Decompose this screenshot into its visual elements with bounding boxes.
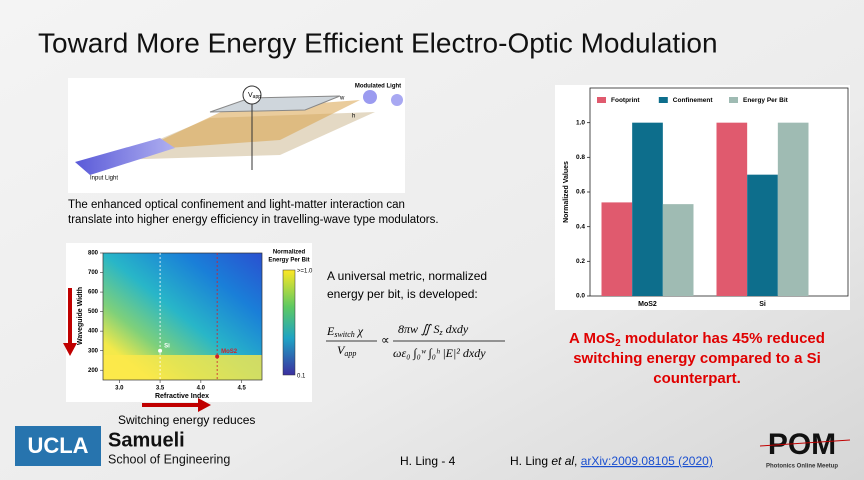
y-axis-label: Normalized Values xyxy=(563,161,570,223)
bar xyxy=(662,204,694,296)
ucla-logo-text: UCLA xyxy=(27,433,88,458)
bar xyxy=(747,174,778,296)
point xyxy=(158,348,163,353)
bar xyxy=(716,122,748,297)
x-tick-label: 4.5 xyxy=(237,386,246,392)
x-tick-label: 3.5 xyxy=(156,386,165,392)
x-tick-label: 3.0 xyxy=(115,386,124,392)
legend-swatch xyxy=(597,97,606,103)
electrode xyxy=(209,95,341,113)
device-figure: Vapp Modulated Light Input Light w h xyxy=(68,78,405,193)
school-subname: School of Engineering xyxy=(108,452,230,466)
x-tick-label: MoS2 xyxy=(638,301,657,308)
colorbar-label: >=1.0 xyxy=(297,269,313,275)
slide-title: Toward More Energy Efficient Electro-Opt… xyxy=(38,27,718,58)
arrow-head xyxy=(198,398,211,412)
y-tick-label: 700 xyxy=(88,270,99,276)
y-tick-label: 200 xyxy=(88,368,99,374)
heatmap-band xyxy=(103,355,262,380)
metric-text: A universal metric, normalized xyxy=(327,269,487,283)
point-label: Si xyxy=(164,343,170,349)
legend-swatch xyxy=(658,97,668,103)
switching-caption: Switching energy reduces xyxy=(118,413,255,427)
metric-text: energy per bit, is developed: xyxy=(327,287,478,301)
colorbar-label: 0.1 xyxy=(297,374,306,380)
conclusion-line: switching energy compared to a Si xyxy=(573,350,821,367)
y-axis-label: Waveguide Width xyxy=(77,287,84,345)
bar xyxy=(601,202,633,296)
input-label: Input Light xyxy=(90,176,118,182)
legend-label: Energy Per Bit xyxy=(743,97,789,104)
x-axis-label: Refractive Index xyxy=(155,393,209,400)
y-tick-label: 0.2 xyxy=(576,258,585,265)
y-tick-label: 0.6 xyxy=(576,189,585,196)
y-tick-label: 0.8 xyxy=(576,154,585,161)
citation-link[interactable]: arXiv:2009.08105 (2020) xyxy=(581,454,713,468)
caption-line: The enhanced optical confinement and lig… xyxy=(68,199,405,211)
y-tick-label: 300 xyxy=(88,348,99,354)
arrow-head xyxy=(63,343,77,356)
input-beam xyxy=(75,138,175,175)
bar xyxy=(777,122,809,297)
caption-line: translate into higher energy efficiency … xyxy=(68,214,439,226)
bar xyxy=(632,122,663,297)
conclusion-line: counterpart. xyxy=(653,370,741,387)
crystal-layer xyxy=(140,100,360,150)
width-label: w xyxy=(339,96,345,102)
x-tick-label: 4.0 xyxy=(197,386,206,392)
y-tick-label: 0.4 xyxy=(576,223,585,230)
pom-subtitle: Photonics Online Meetup xyxy=(766,464,838,470)
eq-prop: ∝ xyxy=(381,333,390,347)
pom-logo-line xyxy=(759,439,851,447)
conclusion-line: A MoS2 modulator has 45% reduced xyxy=(569,330,825,349)
eq-rhs-num: 8πw ∬ Sz dxdy xyxy=(398,322,469,337)
voltage-label: Vapp xyxy=(248,92,261,100)
eq-lhs-den: Vapp xyxy=(337,343,356,358)
point xyxy=(215,354,220,359)
colorbar xyxy=(282,269,296,376)
light-pulse xyxy=(391,94,403,106)
page-label: H. Ling - 4 xyxy=(400,454,456,468)
y-tick-label: 400 xyxy=(88,329,99,335)
legend-label: Confinement xyxy=(673,97,714,104)
heatmap-figure: Normalized Energy Per Bit >=1.0 0.1 Refr… xyxy=(66,243,313,402)
modulated-label: Modulated Light xyxy=(355,84,401,90)
equation: Eswitch χ Vapp ∝ 8πw ∬ Sz dxdy ωε₀ ∫₀ʷ ∫… xyxy=(326,322,505,360)
eq-rhs-den: ωε₀ ∫₀ʷ ∫₀ʰ |E|² dxdy xyxy=(393,346,486,360)
citation: H. Ling et al, arXiv:2009.08105 (2020) xyxy=(510,454,713,468)
y-tick-label: 600 xyxy=(88,290,99,296)
bar-chart: 0.0 0.2 0.4 0.6 0.8 1.0 Normalized Values MoS2 S… xyxy=(563,87,849,308)
point-label: MoS2 xyxy=(221,349,238,355)
colorbar-title: Energy Per Bit xyxy=(268,258,309,264)
legend-label: Footprint xyxy=(611,97,640,104)
legend-swatch xyxy=(729,97,738,103)
conclusion: A MoS2 modulator has 45% reduced switchi… xyxy=(569,330,825,387)
y-tick-label: 1.0 xyxy=(576,119,585,126)
heatmap-frame xyxy=(102,252,263,381)
ucla-logo xyxy=(15,426,101,466)
height-label: h xyxy=(352,114,355,120)
school-name: Samueli xyxy=(108,429,185,451)
y-tick-label: 0.0 xyxy=(576,293,585,300)
y-tick-label: 800 xyxy=(88,251,99,257)
eq-lhs-num: Eswitch χ xyxy=(326,324,364,339)
y-tick-label: 500 xyxy=(88,309,99,315)
colorbar-title: Normalized xyxy=(273,250,306,256)
light-pulse xyxy=(363,90,377,104)
x-tick-label: Si xyxy=(759,301,766,308)
